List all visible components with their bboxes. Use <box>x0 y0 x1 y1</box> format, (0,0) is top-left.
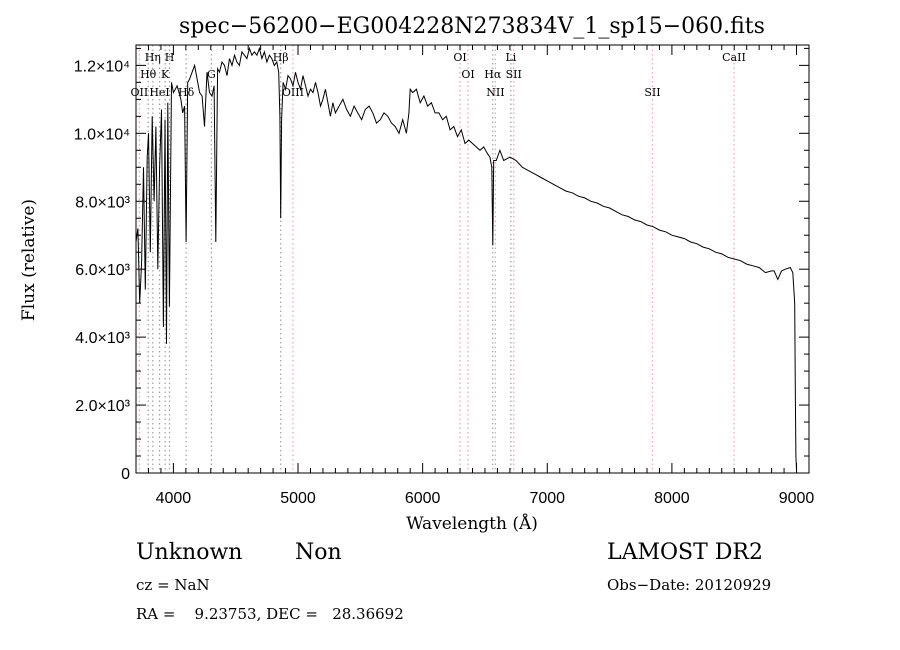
y-tick-label: 1.0×10⁴ <box>74 126 130 143</box>
spectral-line-markers <box>138 45 735 473</box>
plot-frame <box>135 44 810 474</box>
line-marker-label: Hα <box>484 68 502 81</box>
x-tick-label: 9000 <box>779 490 815 507</box>
line-marker-label: Hθ <box>140 68 157 81</box>
y-tick-label: 6.0×10³ <box>75 262 130 279</box>
redshift-cz: cz = NaN <box>136 576 210 594</box>
line-marker-label: OI <box>453 51 466 64</box>
line-marker-label: OI <box>461 68 474 81</box>
spectral-line-labels: OII Hη Hθ HeI KH Hδ G Hβ OIII OI OI Hα NII Li SII SII Ca… <box>131 51 746 99</box>
x-tick-label: 6000 <box>405 490 441 507</box>
x-tick-label: 5000 <box>280 490 316 507</box>
x-tick-label: 7000 <box>529 490 565 507</box>
line-marker-label: Hβ <box>273 51 289 64</box>
line-marker-label: OII <box>131 86 149 99</box>
line-marker-label: K <box>161 68 170 81</box>
line-marker-label: Li <box>505 51 516 64</box>
line-marker-label: SII <box>644 86 660 99</box>
y-axis: 0 2.0×10³ 4.0×10³ 6.0×10³ 8.0×10³ 1.0×10⁴ 1.2×… <box>74 47 809 483</box>
spectrum-series-line <box>135 46 797 470</box>
line-marker-label: G <box>207 68 216 81</box>
x-axis: 4000 5000 6000 7000 8000 9000 <box>135 45 815 507</box>
line-marker-label: OIII <box>282 86 304 99</box>
object-class: Unknown <box>136 540 243 565</box>
x-axis-label: Wavelength (Å) <box>406 513 538 534</box>
line-marker-label: Hδ <box>178 86 195 99</box>
line-marker-label: Hη <box>145 51 161 64</box>
y-tick-label: 4.0×10³ <box>75 330 130 347</box>
y-axis-label: Flux (relative) <box>19 199 39 321</box>
object-subclass: Non <box>295 540 342 565</box>
line-marker-label: CaII <box>722 51 746 64</box>
line-marker-label: NII <box>486 86 504 99</box>
line-marker-label: H <box>165 51 175 64</box>
y-tick-label: 1.2×10⁴ <box>74 58 130 75</box>
coordinates: RA = 9.23753, DEC = 28.36692 <box>136 605 404 623</box>
line-marker-label: HeI <box>149 86 169 99</box>
y-tick-label: 2.0×10³ <box>75 398 130 415</box>
line-marker-label: SII <box>506 68 522 81</box>
x-tick-label: 4000 <box>156 490 192 507</box>
chart-title: spec−56200−EG004228N273834V_1_sp15−060.f… <box>179 14 765 39</box>
survey-name: LAMOST DR2 <box>607 540 763 565</box>
y-tick-label: 0 <box>121 466 130 483</box>
x-tick-label: 8000 <box>654 490 690 507</box>
y-tick-label: 8.0×10³ <box>75 194 130 211</box>
observation-date: Obs−Date: 20120929 <box>607 576 772 594</box>
